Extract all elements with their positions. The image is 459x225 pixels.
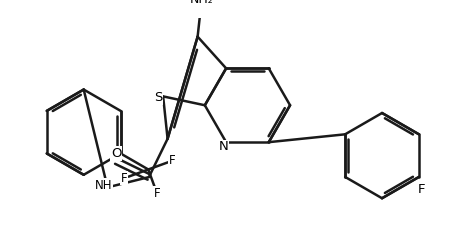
Text: F: F: [154, 187, 160, 200]
Text: N: N: [218, 140, 228, 153]
Text: NH₂: NH₂: [190, 0, 213, 6]
Text: F: F: [121, 172, 128, 185]
Text: O: O: [111, 147, 122, 160]
Text: NH: NH: [95, 179, 113, 192]
Text: F: F: [417, 183, 425, 196]
Text: S: S: [154, 91, 162, 104]
Text: F: F: [169, 154, 176, 167]
